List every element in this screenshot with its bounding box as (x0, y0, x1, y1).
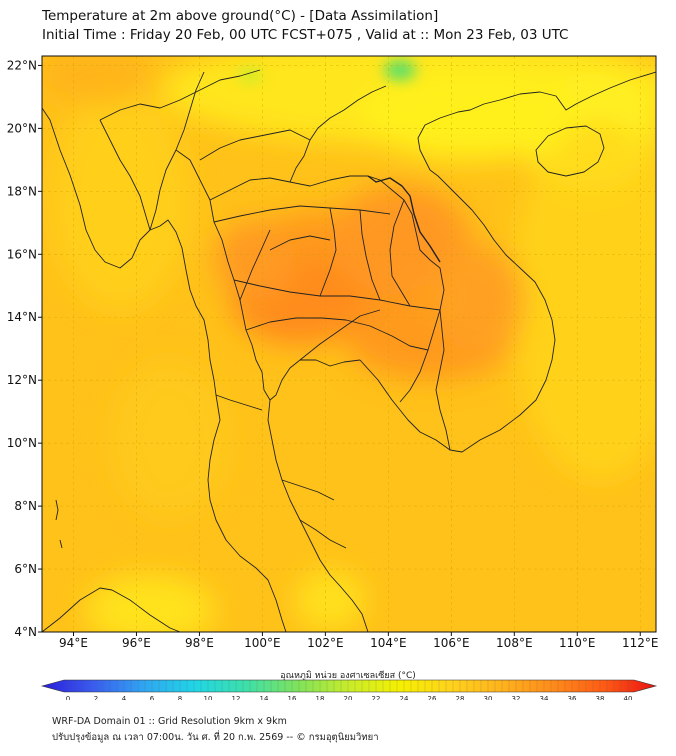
colorbar-tick-label: 16 (288, 695, 297, 700)
colorbar-tick-label: 14 (260, 695, 269, 700)
lon-tick-label: 112°E (622, 636, 659, 650)
colorbar-tick-label: 4 (122, 695, 127, 700)
latitude-ticks: 22°N 20°N 18°N 16°N 14°N 12°N 10°N 8°N 6°N 4°N (7, 58, 42, 639)
lon-tick-label: 102°E (307, 636, 344, 650)
lat-tick-label: 16°N (7, 247, 37, 261)
colorbar-tick-label: 34 (540, 695, 549, 700)
colorbar-tick-label: 24 (400, 695, 409, 700)
colorbar-tick-label: 38 (596, 695, 605, 700)
colorbar-tick-label: 0 (66, 695, 70, 700)
coastlines-and-borders (42, 69, 656, 632)
colorbar-tick-label: 40 (624, 695, 633, 700)
colorbar-ticks: 0 2 4 6 8 10 12 14 16 18 20 22 24 26 28 30 32 34 36 38 40 (66, 680, 633, 700)
colorbar-tick-label: 12 (232, 695, 241, 700)
lon-tick-label: 100°E (244, 636, 281, 650)
lat-tick-label: 4°N (14, 625, 37, 639)
footer-domain-info: WRF-DA Domain 01 :: Grid Resolution 9km … (52, 716, 287, 727)
lat-tick-label: 18°N (7, 184, 37, 198)
lat-tick-label: 8°N (14, 499, 37, 513)
colorbar-tick-label: 28 (456, 695, 465, 700)
longitude-ticks: 94°E 96°E 98°E 100°E 102°E 104°E 106°E 108°E 110… (59, 632, 659, 650)
lat-tick-label: 20°N (7, 121, 37, 135)
colorbar-tick-label: 32 (512, 695, 521, 700)
plot-frame (41, 55, 657, 633)
lat-tick-label: 22°N (7, 58, 37, 72)
colorbar-tick-label: 10 (204, 695, 213, 700)
map-subtitle: Initial Time : Friday 20 Feb, 00 UTC FCS… (42, 27, 569, 43)
colorbar-tick-label: 6 (150, 695, 155, 700)
lat-tick-label: 10°N (7, 436, 37, 450)
lon-tick-label: 104°E (370, 636, 407, 650)
colorbar-bar (40, 679, 658, 693)
colorbar-tick-label: 8 (178, 695, 182, 700)
lat-tick-label: 12°N (7, 373, 37, 387)
lon-tick-label: 94°E (59, 636, 88, 650)
colorbar-tick-label: 26 (428, 695, 437, 700)
temperature-field (42, 56, 656, 632)
grid-lines (42, 56, 656, 632)
lon-tick-label: 110°E (559, 636, 596, 650)
lon-tick-label: 96°E (122, 636, 151, 650)
colorbar-tick-label: 22 (372, 695, 381, 700)
lon-tick-label: 98°E (185, 636, 214, 650)
lon-tick-label: 106°E (433, 636, 470, 650)
colorbar-tick-label: 20 (344, 695, 353, 700)
temperature-map: 94°E 96°E 98°E 100°E 102°E 104°E 106°E 108°E 110… (7, 55, 659, 700)
colorbar-tick-label: 2 (94, 695, 98, 700)
colorbar-tick-label: 18 (316, 695, 325, 700)
field-blobs (42, 56, 656, 632)
colorbar-tick-label: 30 (484, 695, 493, 700)
lon-tick-label: 108°E (496, 636, 533, 650)
colorbar: 0 2 4 6 8 10 12 14 16 18 20 22 24 26 28 30 32 34 36 38 40 (40, 679, 658, 700)
lat-tick-label: 14°N (7, 310, 37, 324)
lat-tick-label: 6°N (14, 562, 37, 576)
colorbar-title: อุณหภูมิ หน่วย องศาเซลเซียส (°C) (280, 670, 416, 681)
footer-update-info: ปรับปรุงข้อมูล ณ เวลา 07:00น. วัน ศ. ที่… (52, 732, 379, 743)
map-title: Temperature at 2m above ground(°C) - [Da… (42, 8, 439, 24)
colorbar-tick-label: 36 (568, 695, 577, 700)
